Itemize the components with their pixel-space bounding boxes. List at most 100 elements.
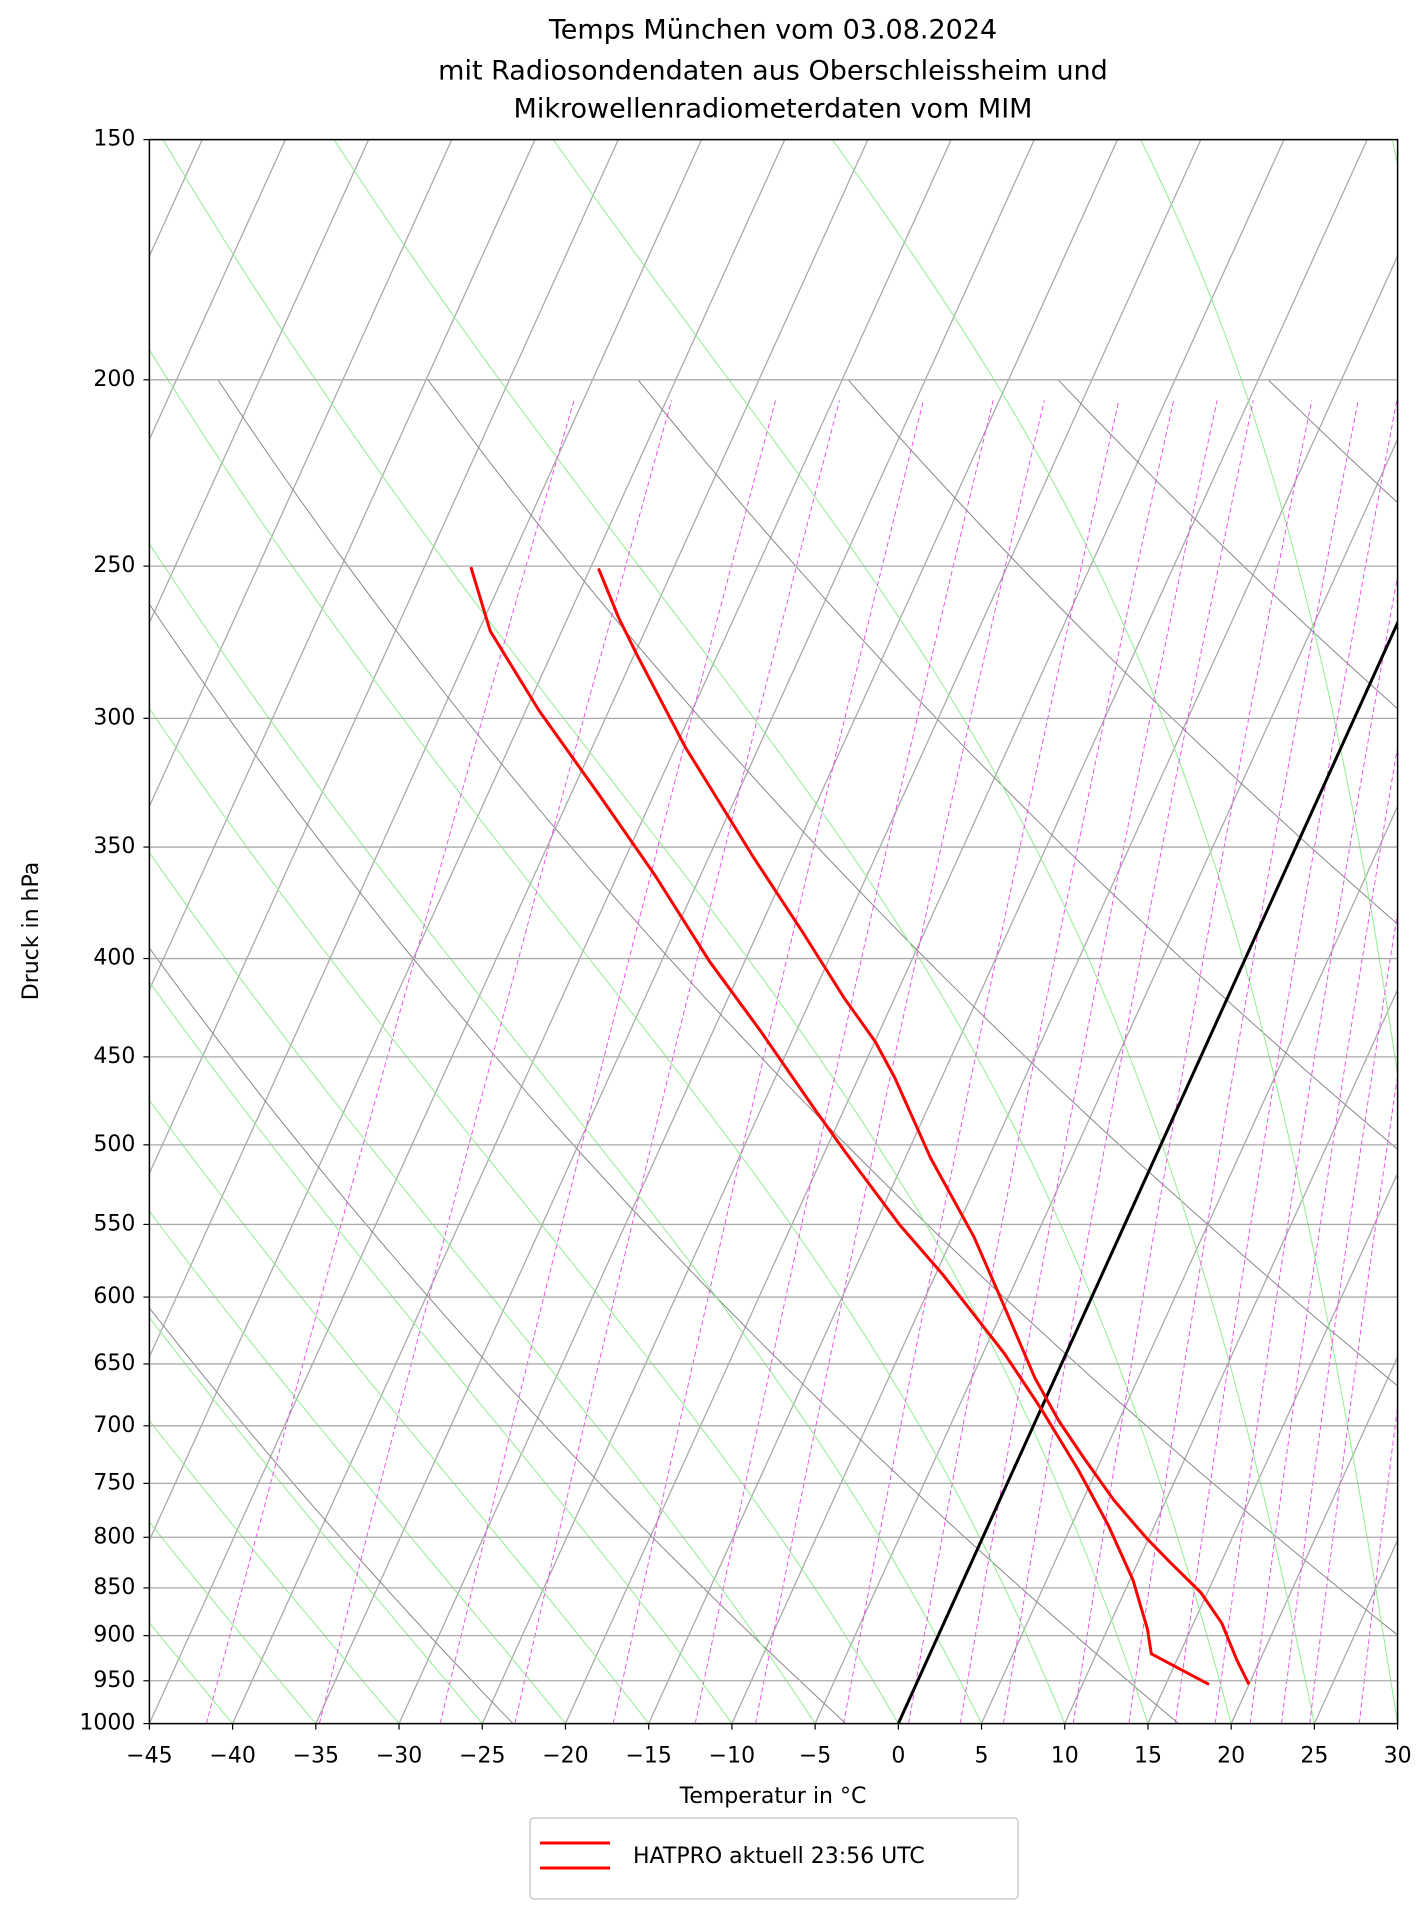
mixing-ratio-line	[1309, 1072, 1398, 1724]
x-tick-label: −25	[459, 1744, 505, 1769]
profile-line	[469, 566, 1210, 1686]
x-tick-label: 10	[1051, 1744, 1079, 1769]
isotherm	[149, 139, 786, 1542]
y-tick-label: 900	[93, 1623, 135, 1648]
x-tick-label: 30	[1384, 1744, 1412, 1769]
isotherm	[1147, 1171, 1398, 1724]
chart-title: Mikrowellenradiometerdaten vom MIM	[514, 94, 1033, 125]
legend-label: HATPRO aktuell 23:56 UTC	[633, 1844, 925, 1869]
x-tick-label: −20	[542, 1744, 588, 1769]
x-tick-label: 25	[1300, 1744, 1328, 1769]
profile-line	[597, 567, 1251, 1686]
moist-adiabat	[149, 851, 816, 1724]
moist-adiabat	[149, 707, 899, 1724]
mixing-ratio-line	[1002, 400, 1254, 1724]
isotherm	[731, 254, 1398, 1724]
mixing-ratio-line	[694, 400, 994, 1724]
moist-adiabat	[149, 981, 733, 1724]
x-tick-label: −40	[209, 1744, 255, 1769]
y-tick-label: 450	[93, 1044, 135, 1069]
moist-adiabat	[149, 1316, 483, 1724]
dry-adiabat	[149, 1307, 514, 1724]
y-tick-label: 800	[93, 1524, 135, 1549]
chart-title: mit Radiosondendaten aus Oberschleisshei…	[438, 56, 1108, 87]
isotherm	[980, 804, 1398, 1724]
x-tick-label: −35	[293, 1744, 339, 1769]
y-tick-label: 600	[93, 1284, 135, 1309]
mixing-ratio-line	[514, 400, 840, 1724]
moist-adiabat	[162, 139, 1149, 1724]
x-axis-label: Temperatur in °C	[679, 1784, 867, 1809]
y-tick-label: 300	[93, 705, 135, 730]
mixing-ratio-line	[318, 400, 673, 1724]
dry-adiabat	[847, 379, 1398, 925]
y-tick-label: 400	[93, 946, 135, 971]
mixing-ratio-line	[612, 400, 924, 1724]
chart-title: Temps München vom 03.08.2024	[548, 15, 997, 46]
y-tick-label: 200	[93, 367, 135, 392]
moist-adiabat	[149, 349, 1066, 1724]
x-tick-label: −45	[126, 1744, 172, 1769]
isotherm	[149, 139, 536, 992]
isotherm	[149, 139, 286, 441]
isotherm	[1230, 1355, 1398, 1724]
x-tick-label: −5	[799, 1744, 831, 1769]
mixing-ratio-line	[908, 400, 1175, 1724]
x-tick-label: 5	[975, 1744, 989, 1769]
y-tick-label: 700	[93, 1413, 135, 1438]
isotherm	[1064, 988, 1398, 1724]
moist-adiabat	[552, 139, 1315, 1724]
mixing-ratio-line	[843, 400, 1120, 1724]
isotherm	[564, 139, 1285, 1724]
moist-adiabat	[149, 1099, 650, 1724]
dry-adiabat	[637, 379, 1398, 1150]
zero-isotherm	[896, 619, 1398, 1724]
moist-adiabat	[831, 139, 1398, 1724]
y-tick-label: 150	[93, 127, 135, 152]
isotherm	[814, 437, 1398, 1724]
mixing-ratio-line	[1249, 744, 1398, 1724]
x-tick-label: −10	[709, 1744, 755, 1769]
isotherm	[315, 139, 1035, 1724]
isotherm	[149, 139, 619, 1175]
isotherm	[398, 139, 1119, 1724]
y-axis-label: Druck in hPa	[19, 862, 44, 1001]
plot-frame	[148, 138, 1399, 1725]
background-lines	[149, 139, 1398, 1724]
moist-adiabat	[149, 1210, 566, 1724]
y-tick-label: 1000	[79, 1711, 135, 1736]
y-tick-label: 950	[93, 1668, 135, 1693]
mixing-ratio-line	[1214, 573, 1398, 1724]
x-tick-label: −30	[376, 1744, 422, 1769]
data-layer	[469, 566, 1398, 1724]
y-tick-label: 550	[93, 1211, 135, 1236]
mixing-ratio-line	[1128, 400, 1359, 1724]
mixing-ratio-line	[1072, 400, 1313, 1724]
mixing-ratio-line	[1174, 400, 1398, 1724]
moist-adiabat	[1140, 139, 1398, 1078]
x-tick-label: −15	[625, 1744, 671, 1769]
isotherm	[149, 139, 869, 1724]
y-tick-label: 250	[93, 553, 135, 578]
isotherm	[149, 139, 703, 1359]
moist-adiabat	[149, 542, 982, 1724]
moist-adiabat	[333, 139, 1232, 1724]
x-tick-label: 15	[1134, 1744, 1162, 1769]
mixing-ratio-line	[755, 400, 1045, 1724]
mixing-ratio-line	[959, 400, 1218, 1724]
mixing-ratio-line	[205, 400, 575, 1724]
isotherm	[648, 139, 1368, 1724]
grid: 1502002503003504004505005506006507007508…	[79, 127, 1411, 1769]
isotherm	[232, 139, 952, 1724]
y-tick-label: 850	[93, 1575, 135, 1600]
y-tick-label: 750	[93, 1470, 135, 1495]
moist-adiabat	[149, 1419, 400, 1724]
x-tick-label: 0	[891, 1744, 905, 1769]
mixing-ratio-line	[1281, 909, 1398, 1724]
moist-adiabat	[149, 1521, 317, 1724]
y-tick-label: 500	[93, 1132, 135, 1157]
legend	[529, 1817, 1019, 1900]
